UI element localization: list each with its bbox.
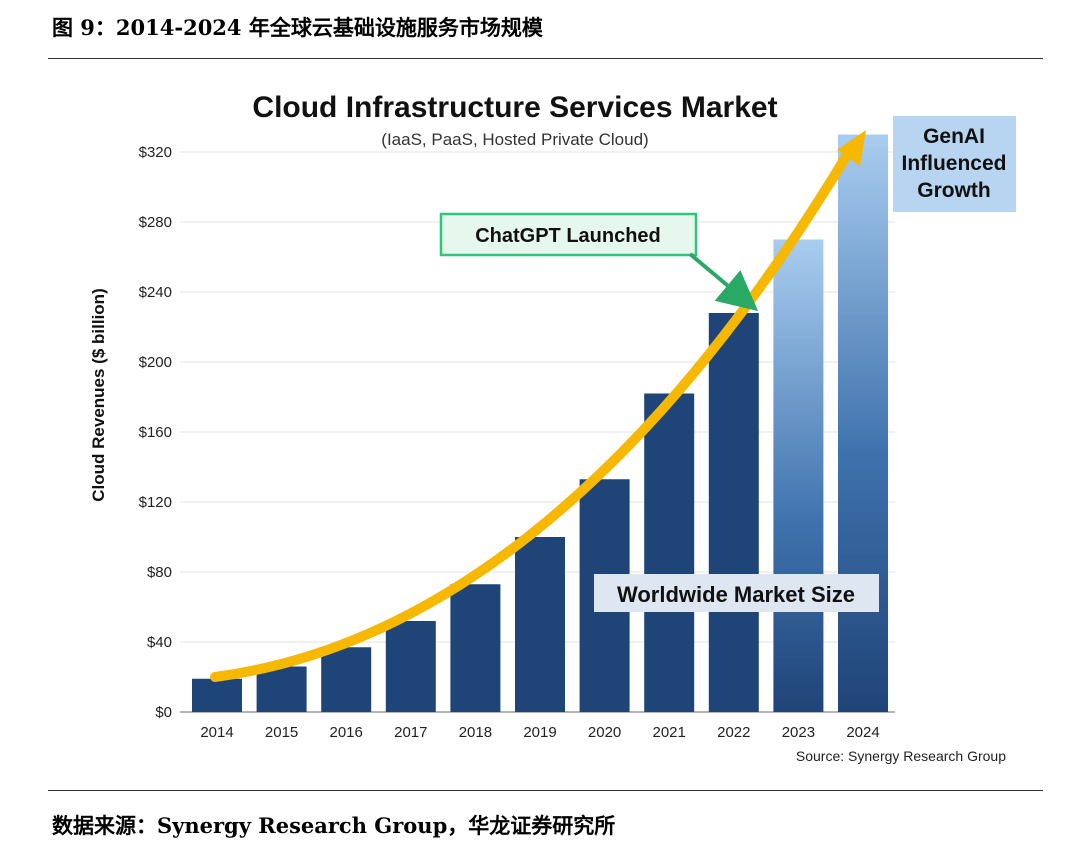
y-tick-label: $80 xyxy=(147,564,172,581)
chatgpt-callout-box xyxy=(439,212,698,257)
genai-line-2: Influenced xyxy=(901,152,1006,175)
bar-2016 xyxy=(321,647,372,712)
bar-2019 xyxy=(515,537,565,712)
source-note: 数据来源：Synergy Research Group，华龙证券研究所 xyxy=(52,813,616,838)
market-size-label-box xyxy=(594,574,879,612)
x-tick-label: 2021 xyxy=(653,724,686,741)
chatgpt-callout-text: ChatGPT Launched xyxy=(475,225,661,247)
y-tick-label: $0 xyxy=(155,704,172,721)
x-tick-label: 2015 xyxy=(265,724,298,741)
genai-line-1: GenAI xyxy=(923,125,985,148)
y-tick-label: $240 xyxy=(139,284,172,301)
chart-subtitle: (IaaS, PaaS, Hosted Private Cloud) xyxy=(381,130,648,149)
y-tick-label: $40 xyxy=(147,634,172,651)
bar-2021 xyxy=(644,393,695,712)
y-tick-label: $320 xyxy=(139,144,172,161)
bars xyxy=(192,134,888,712)
y-tick-label: $160 xyxy=(139,424,172,441)
x-tick-label: 2017 xyxy=(394,724,427,741)
y-axis-label: Cloud Revenues ($ billion) xyxy=(89,288,108,501)
bar-2022 xyxy=(708,313,759,712)
bar-2023 xyxy=(773,239,824,712)
x-tick-label: 2020 xyxy=(588,724,621,741)
bar-2017 xyxy=(385,621,436,712)
genai-box xyxy=(893,116,1016,212)
y-tick-label: $200 xyxy=(139,354,172,371)
x-tick-label: 2023 xyxy=(782,724,815,741)
chatgpt-pointer-arrow xyxy=(688,252,759,312)
bar-2015 xyxy=(256,666,307,712)
chart-source: Source: Synergy Research Group xyxy=(796,748,1006,764)
bar-2014 xyxy=(192,678,242,712)
x-tick-label: 2018 xyxy=(459,724,492,741)
top-divider xyxy=(48,58,1043,59)
market-size-label: Worldwide Market Size xyxy=(617,582,855,607)
y-tick-label: $280 xyxy=(139,214,172,231)
x-tick-label: 2014 xyxy=(200,724,233,741)
chart-title: Cloud Infrastructure Services Market xyxy=(252,91,777,124)
growth-trend-arrow xyxy=(210,145,855,682)
genai-line-3: Growth xyxy=(917,179,991,202)
x-tick-label: 2016 xyxy=(330,724,363,741)
x-tick-label: 2024 xyxy=(846,724,879,741)
y-tick-labels: $0 $40 $80 $120 $160 $200 $240 $280 $320 xyxy=(139,144,172,721)
bar-2024 xyxy=(838,134,888,712)
bottom-divider xyxy=(48,790,1043,791)
bar-2018 xyxy=(450,584,501,712)
x-tick-label: 2019 xyxy=(523,724,556,741)
figure-title: 图 9：2014-2024 年全球云基础设施服务市场规模 xyxy=(52,15,543,40)
x-tick-labels: 2014 2015 2016 2017 2018 2019 2020 2021 2022 2023… xyxy=(200,724,879,741)
y-tick-label: $120 xyxy=(139,494,172,511)
x-tick-label: 2022 xyxy=(717,724,750,741)
growth-trend-arrowhead xyxy=(837,130,866,166)
